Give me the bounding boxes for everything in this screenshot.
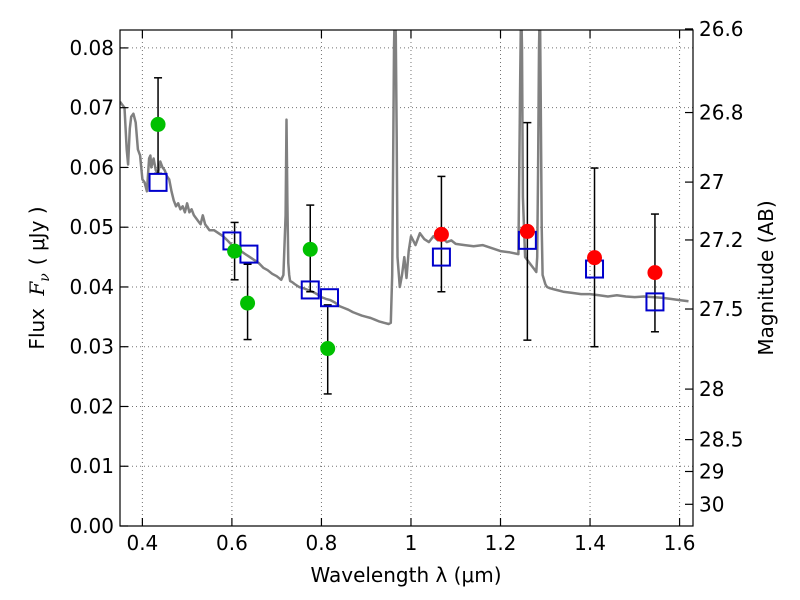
green-circle-marker <box>227 243 243 259</box>
y-tick-label: 0.00 <box>69 514 114 538</box>
model-square-marker <box>300 280 320 300</box>
green-circle-marker <box>302 241 318 257</box>
model-spectrum-line <box>120 30 689 326</box>
red-circle-marker <box>587 250 603 266</box>
green-circle-marker <box>240 295 256 311</box>
y2-tick-label: 28 <box>699 377 724 401</box>
y-axis-label-symbol: F <box>25 281 49 297</box>
svg-text:Flux Fν( μJy ): Flux Fν ( μJy ) <box>25 206 53 349</box>
x-tick-label: 1 <box>405 531 418 555</box>
x-tick-label: 0.6 <box>216 531 248 555</box>
y2-tick-label: 27 <box>699 170 724 194</box>
red-circle-marker <box>433 226 449 242</box>
y2-tick-label: 30 <box>699 492 724 516</box>
y-tick-label: 0.04 <box>69 275 114 299</box>
y-tick-label: 0.02 <box>69 394 114 418</box>
y-tick-label: 0.05 <box>69 215 114 239</box>
y2-tick-label: 29 <box>699 459 724 483</box>
model-square-marker <box>148 172 168 192</box>
model-square-marker <box>431 247 451 267</box>
y2-tick-label: 26.6 <box>699 17 744 41</box>
y-axis-label-subscript: ν <box>37 273 53 282</box>
y-tick-label: 0.06 <box>69 155 114 179</box>
red-circle-marker <box>519 223 535 239</box>
axes: 0.4 0.6 0.8 1 1.2 1.4 1.6 0.00 0.01 0.02 0.03 0.04 0… <box>69 17 743 555</box>
y-axis-label-unit: ( μJy ) <box>25 206 49 265</box>
y2-axis-label: Magnitude (AB) <box>754 200 778 355</box>
y2-tick-label: 26.8 <box>699 101 744 125</box>
y-axis-label: Flux Fν ( μJy ) <box>25 206 53 349</box>
x-tick-label: 1.4 <box>574 531 606 555</box>
x-tick-label: 0.4 <box>126 531 158 555</box>
red-circle-marker <box>647 265 663 281</box>
y2-tick-label: 28.5 <box>699 428 744 452</box>
y-tick-label: 0.08 <box>69 36 114 60</box>
y-tick-label: 0.01 <box>69 454 114 478</box>
green-circle-marker <box>150 116 166 132</box>
x-tick-label: 0.8 <box>306 531 338 555</box>
y-tick-label: 0.03 <box>69 335 114 359</box>
x-axis-label: Wavelength λ (μm) <box>310 563 501 587</box>
x-tick-label: 1.6 <box>664 531 696 555</box>
y2-tick-label: 27.2 <box>699 228 744 252</box>
y-tick-label: 0.07 <box>69 96 114 120</box>
error-bars <box>154 77 659 395</box>
x-tick-label: 1.2 <box>485 531 517 555</box>
model-square-marker <box>320 288 340 308</box>
y2-tick-label: 27.5 <box>699 297 744 321</box>
data-markers <box>148 116 665 357</box>
y-axis-label-prefix: Flux <box>25 308 49 350</box>
model-spectrum <box>120 30 689 326</box>
green-circle-marker <box>320 341 336 357</box>
model-square-marker <box>645 292 665 312</box>
plot-frame <box>119 29 694 527</box>
